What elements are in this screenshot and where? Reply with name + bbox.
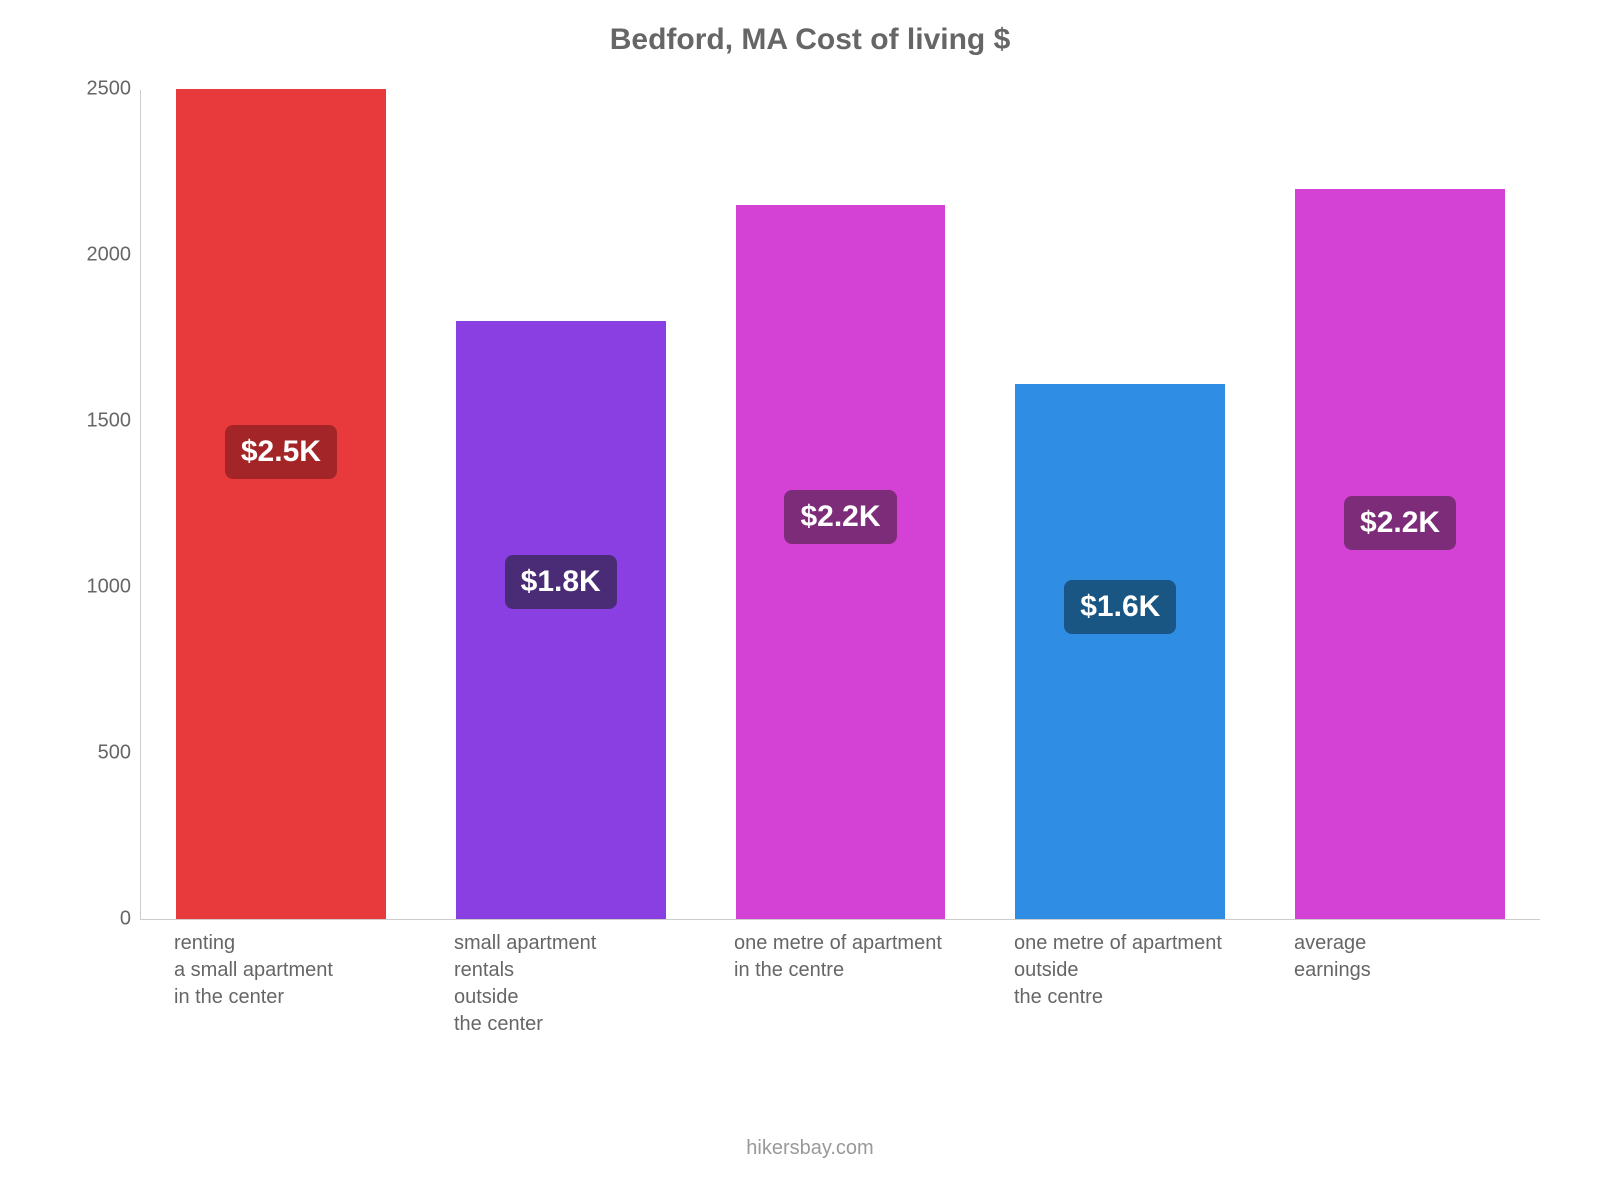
x-label: one metre of apartment outside the centr… [980,930,1260,1038]
value-badge: $1.8K [505,555,617,609]
x-label: one metre of apartment in the centre [700,930,980,1038]
bar-slot: $2.5K [141,90,421,919]
value-badge: $2.2K [784,490,896,544]
bar-slot: $2.2K [1260,90,1540,919]
chart-container: Bedford, MA Cost of living $ $2.5K$1.8K$… [60,20,1560,1180]
bar: $2.5K [176,89,386,919]
value-badge: $2.5K [225,425,337,479]
chart-title: Bedford, MA Cost of living $ [60,20,1560,80]
chart-footer: hikersbay.com [60,1137,1560,1160]
y-tick: 2000 [71,244,131,267]
y-tick: 1000 [71,576,131,599]
bar-slot: $1.6K [980,90,1260,919]
y-tick: 2500 [71,78,131,101]
y-tick: 0 [71,908,131,931]
x-labels: renting a small apartment in the centers… [140,930,1540,1038]
bar: $2.2K [1295,189,1505,919]
x-label: renting a small apartment in the center [140,930,420,1038]
plot-area: $2.5K$1.8K$2.2K$1.6K$2.2K 05001000150020… [140,90,1540,920]
bar-slot: $2.2K [701,90,981,919]
x-label: small apartment rentals outside the cent… [420,930,700,1038]
y-tick: 500 [71,742,131,765]
bar: $1.8K [456,321,666,919]
bars-group: $2.5K $1.8K $2.2K $1.6K $2.2K [141,90,1540,919]
bar: $2.2K [736,205,946,919]
x-label: average earnings [1260,930,1540,1038]
value-badge: $2.2K [1344,496,1456,550]
bar-slot: $1.8K [421,90,701,919]
y-tick: 1500 [71,410,131,433]
bar: $1.6K [1015,384,1225,919]
value-badge: $1.6K [1064,580,1176,634]
